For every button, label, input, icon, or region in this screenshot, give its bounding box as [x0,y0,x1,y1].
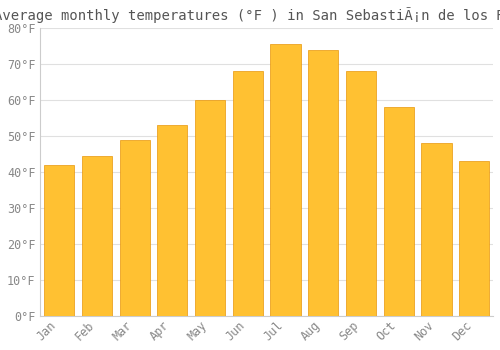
Bar [158,125,188,316]
Bar [459,161,490,316]
Bar [422,144,452,316]
Bar [308,50,338,316]
Bar [270,44,300,316]
Bar [346,71,376,316]
Bar [82,156,112,316]
Bar [384,107,414,316]
Bar [120,140,150,316]
Bar [232,71,263,316]
Bar [44,165,74,316]
Title: Average monthly temperatures (°F ) in San SebastiÃ¡n de los Reyes: Average monthly temperatures (°F ) in Sa… [0,7,500,23]
Bar [195,100,225,316]
